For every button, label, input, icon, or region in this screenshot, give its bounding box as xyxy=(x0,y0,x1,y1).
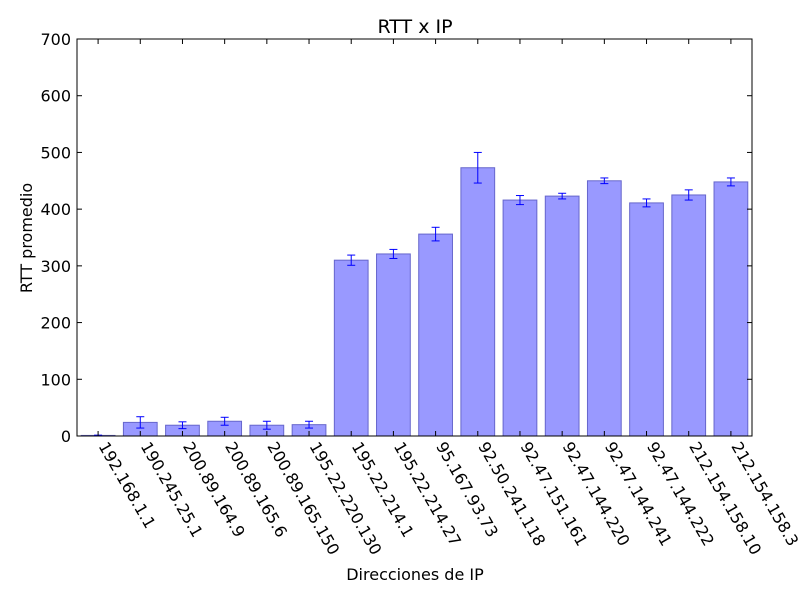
y-axis-label: RTT promedio xyxy=(17,183,36,293)
plot-area xyxy=(80,151,749,437)
chart-title: RTT x IP xyxy=(377,16,452,38)
y-axis: 0 100 200 300 400 500 600 700 xyxy=(40,30,752,446)
bar xyxy=(376,253,411,437)
bar xyxy=(629,202,664,437)
y-tick-label: 600 xyxy=(40,87,71,106)
x-axis-label: Direcciones de IP xyxy=(346,565,484,584)
y-tick-label: 400 xyxy=(40,200,71,219)
y-tick-label: 200 xyxy=(40,314,71,333)
y-tick-label: 700 xyxy=(40,30,71,49)
y-tick-label: 500 xyxy=(40,143,71,162)
bar xyxy=(671,194,707,437)
bar xyxy=(713,181,749,437)
bar xyxy=(502,199,538,437)
bar xyxy=(544,195,580,437)
y-tick-label: 300 xyxy=(40,257,71,276)
y-tick-label: 0 xyxy=(61,427,71,446)
y-tick-label: 100 xyxy=(40,370,71,389)
plot-frame xyxy=(76,38,753,437)
bar xyxy=(333,259,369,437)
bar xyxy=(586,180,622,437)
bar xyxy=(460,167,496,437)
bar xyxy=(418,233,453,437)
